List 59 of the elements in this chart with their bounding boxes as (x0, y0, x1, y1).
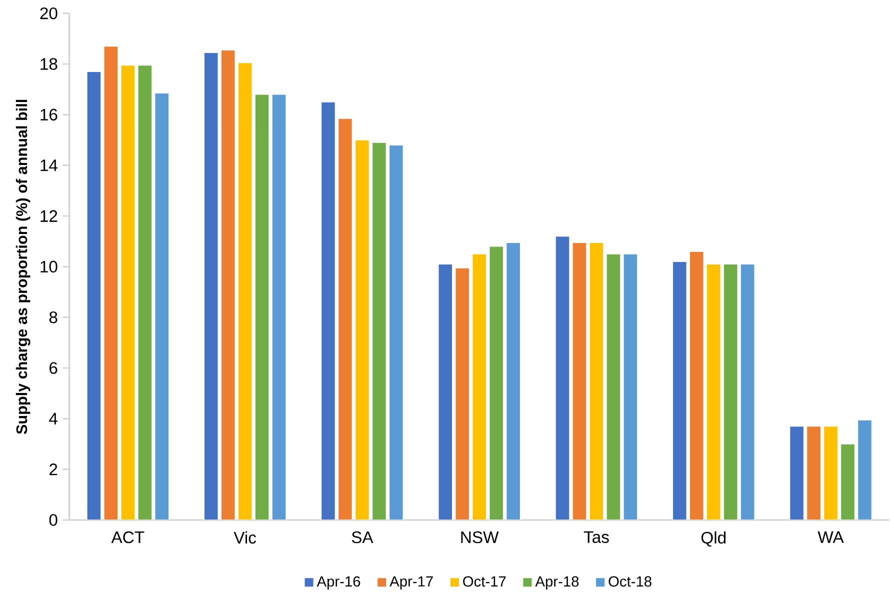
x-tick-label: SA (352, 531, 374, 544)
y-tick-label: 4 (49, 412, 58, 424)
bar (320, 101, 336, 520)
y-tick-label: 2 (50, 463, 58, 475)
y-tick-label: 12 (40, 210, 58, 222)
bar (789, 426, 804, 520)
bar (204, 52, 219, 520)
bar (254, 94, 270, 520)
bar (806, 426, 822, 520)
bar (857, 419, 872, 520)
x-tick-label: Qld (701, 531, 726, 546)
y-tick-label: 14 (40, 159, 58, 171)
x-tick-label: NSW (461, 531, 499, 544)
legend-label: Apr-17 (390, 576, 433, 590)
bar (103, 46, 118, 520)
bar (438, 264, 453, 520)
bar (623, 253, 638, 520)
bar (388, 144, 404, 520)
bar (706, 264, 722, 520)
bar (840, 443, 856, 520)
bar (354, 139, 370, 520)
y-axis-title: Supply charge as proportion (%) of annual bill (16, 100, 30, 434)
bar (154, 92, 170, 520)
legend-label: Oct-17 (463, 576, 506, 586)
bar (220, 50, 236, 520)
bar (488, 246, 504, 520)
bar (454, 267, 470, 520)
bar (120, 64, 136, 520)
bar (238, 62, 252, 520)
y-tick-label: 20 (40, 7, 58, 20)
bar (555, 236, 570, 520)
bar (606, 253, 621, 520)
bar (723, 264, 738, 520)
x-tick-label: WA (818, 531, 844, 543)
bar (589, 242, 604, 520)
x-tick-label: Vic (234, 531, 256, 544)
bar (372, 142, 387, 520)
legend-label: Apr-18 (535, 576, 579, 590)
x-tick-label: ACT (111, 531, 144, 544)
bar (272, 94, 286, 520)
y-tick-label: 10 (40, 260, 58, 272)
bar (86, 71, 102, 520)
y-tick-label: 18 (40, 58, 58, 70)
bar (740, 264, 756, 520)
x-tick-label: Tas (584, 531, 609, 543)
bar (572, 242, 587, 520)
bar (506, 242, 521, 520)
bar (689, 250, 704, 520)
bar (823, 426, 838, 520)
legend-label: Apr-16 (316, 576, 360, 590)
y-tick-label: 8 (49, 311, 58, 324)
bar (472, 253, 487, 520)
bar (672, 261, 688, 520)
bar (338, 118, 353, 520)
bar (137, 64, 152, 520)
y-tick-label: 0 (49, 514, 58, 526)
y-tick-label: 16 (40, 108, 58, 120)
y-tick-label: 6 (50, 362, 58, 374)
legend-label: Oct-18 (608, 576, 652, 586)
